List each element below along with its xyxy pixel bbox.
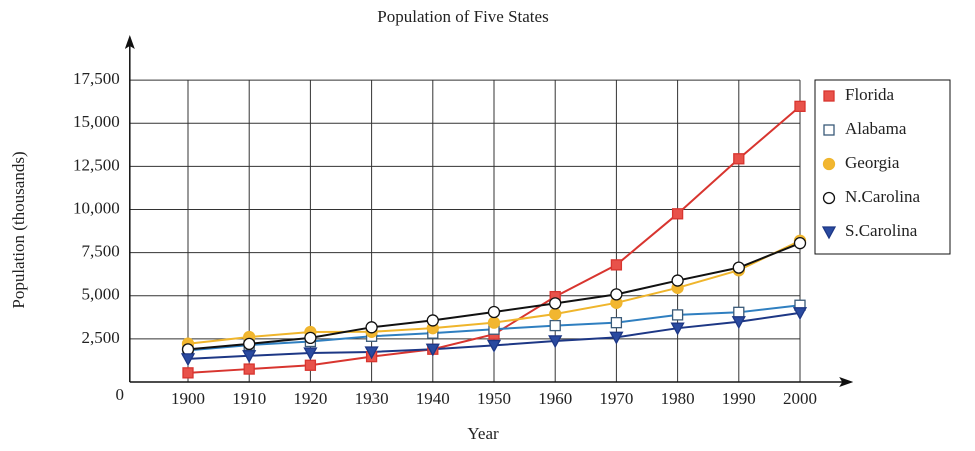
marker [549,307,562,321]
marker [425,343,440,357]
marker [671,274,684,287]
marker [792,307,808,321]
marker [610,288,623,301]
marker [426,314,439,327]
legend-box [814,79,951,255]
x-tick-label: 1950 [477,389,511,408]
y-tick-label: 5,000 [82,285,120,304]
marker [610,259,623,271]
marker [733,153,745,165]
x-tick-label: 1920 [293,389,327,408]
legend-label: Florida [845,85,895,104]
marker [670,322,685,336]
marker [823,124,835,136]
marker [731,316,746,330]
marker [671,208,684,220]
x-tick-label: 2000 [783,389,817,408]
marker [365,321,378,334]
marker [486,339,502,353]
legend-label: Georgia [845,153,900,172]
marker [304,331,317,344]
y-tick-label: 0 [116,385,125,404]
marker [822,191,836,205]
x-tick-label: 1940 [416,389,450,408]
x-tick-label: 1900 [171,389,205,408]
marker [793,236,807,250]
y-axis-label: Population (thousands) [9,151,28,308]
x-tick-label: 1910 [232,389,266,408]
marker [242,350,257,364]
marker [794,100,806,112]
marker [180,353,196,367]
y-tick-label: 7,500 [82,242,120,261]
legend-label: N.Carolina [845,187,921,206]
y-tick-label: 17,500 [73,69,120,88]
y-tick-label: 10,000 [73,198,120,217]
marker [822,157,836,171]
marker [364,346,379,360]
legend-label: S.Carolina [845,221,918,240]
marker [821,226,837,240]
marker [549,319,561,332]
marker [549,297,562,310]
x-axis-label: Year [467,424,499,443]
chart-title: Population of Five States [377,7,548,26]
marker [243,337,256,351]
marker [823,90,835,102]
marker [610,317,623,329]
marker [487,316,501,329]
marker [182,367,194,379]
x-tick-label: 1930 [355,389,389,408]
marker [609,331,624,345]
marker [548,335,563,349]
y-tick-label: 15,000 [73,112,120,131]
marker [733,306,745,318]
x-tick-label: 1970 [599,389,633,408]
marker [243,363,255,375]
x-tick-label: 1960 [538,389,572,408]
marker [732,261,745,274]
x-tick-label: 1980 [661,389,695,408]
y-tick-label: 12,500 [73,155,120,174]
marker [671,309,684,321]
x-tick-label: 1990 [722,389,756,408]
y-tick-label: 2,500 [82,328,120,347]
legend-label: Alabama [845,119,907,138]
marker [487,305,501,319]
marker [303,347,318,361]
marker [304,359,317,371]
